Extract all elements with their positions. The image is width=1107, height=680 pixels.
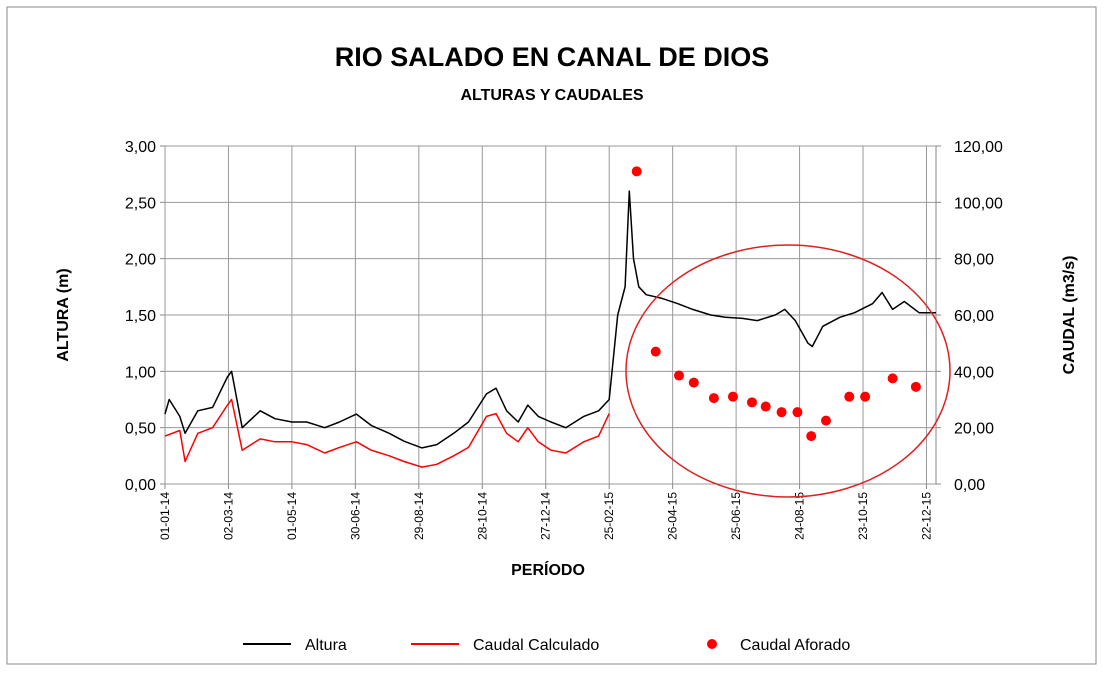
- y-axis-title: ALTURA (m): [55, 268, 72, 361]
- scatter-point: [650, 346, 661, 357]
- x-tick-label: 25-02-15: [602, 492, 616, 540]
- scatter-point: [631, 166, 642, 177]
- y2-tick-label: 120,00: [954, 139, 1003, 156]
- line-series: [164, 190, 936, 449]
- scatter-point: [746, 397, 757, 408]
- scatter-point: [760, 401, 771, 412]
- scatter-point: [910, 381, 921, 392]
- grid: 0,00 0,50 1,00 1,50 2,00 2,50 3,00 0,00 20,00 40,…: [125, 139, 1003, 540]
- x-tick-label: 23-10-15: [856, 492, 870, 540]
- x-tick-label: 26-04-15: [666, 492, 680, 540]
- x-tick-label: 22-12-15: [919, 492, 933, 540]
- x-tick-label: 01-05-14: [285, 492, 299, 540]
- legend-marker: [707, 639, 717, 649]
- legend-label: Caudal Aforado: [740, 637, 850, 654]
- y-tick-label: 0,00: [125, 477, 156, 494]
- x-tick-label: 28-10-14: [475, 492, 489, 540]
- y2-tick-label: 20,00: [954, 421, 994, 438]
- chart-frame: [6, 6, 1097, 665]
- line-series: [164, 398, 610, 468]
- x-tick-label: 27-12-14: [539, 492, 553, 540]
- x-tick-label: 02-03-14: [221, 492, 235, 540]
- y2-tick-label: 40,00: [954, 364, 994, 381]
- legend: Altura Caudal Calculado Caudal Aforado: [243, 637, 850, 654]
- scatter-point: [708, 393, 719, 404]
- y-tick-label: 3,00: [125, 139, 156, 156]
- y2-tick-label: 0,00: [954, 477, 985, 494]
- x-axis-title: PERÍODO: [511, 560, 585, 579]
- scatter-point: [821, 415, 832, 426]
- y2-tick-label: 100,00: [954, 195, 1003, 212]
- y-tick-label: 1,50: [125, 308, 156, 325]
- scatter-point: [792, 407, 803, 418]
- chart-subtitle: ALTURAS Y CAUDALES: [460, 87, 643, 104]
- x-tick-label: 24-08-15: [793, 492, 807, 540]
- scatter-point: [776, 407, 787, 418]
- y2-tick-label: 60,00: [954, 308, 994, 325]
- y2-axis-title: CAUDAL (m3/s): [1061, 256, 1078, 375]
- x-tick-label: 01-01-14: [158, 492, 172, 540]
- plot: [164, 166, 936, 468]
- x-tick-label: 30-06-14: [348, 492, 362, 540]
- scatter-point: [844, 391, 855, 402]
- y-tick-label: 2,00: [125, 252, 156, 269]
- scatter-point: [806, 431, 817, 442]
- y-tick-label: 0,50: [125, 421, 156, 438]
- legend-label: Altura: [305, 637, 347, 654]
- legend-label: Caudal Calculado: [473, 637, 599, 654]
- x-tick-label: 29-08-14: [412, 492, 426, 540]
- y-tick-label: 2,50: [125, 195, 156, 212]
- chart-title: RIO SALADO EN CANAL DE DIOS: [335, 42, 770, 72]
- y2-tick-label: 80,00: [954, 252, 994, 269]
- highlight-ellipse: [625, 244, 951, 498]
- scatter-point: [688, 377, 699, 388]
- scatter-point: [860, 391, 871, 402]
- scatter-point: [674, 370, 684, 381]
- y-tick-label: 1,00: [125, 364, 156, 381]
- scatter-point: [727, 391, 738, 402]
- x-tick-label: 25-06-15: [729, 492, 743, 540]
- scatter-point: [887, 373, 898, 384]
